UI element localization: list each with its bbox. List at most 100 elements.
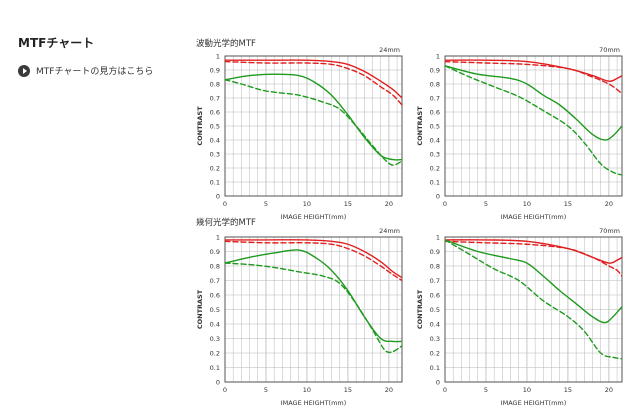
- y-tick-label: 0.2: [210, 350, 220, 358]
- y-tick-label: 0.1: [210, 364, 220, 372]
- y-tick-label: 0: [216, 379, 220, 387]
- y-tick-label: 0.5: [210, 306, 220, 314]
- y-tick-label: 0.5: [210, 123, 220, 131]
- mtf-howto-link-label: MTFチャートの見方はこちら: [36, 67, 154, 77]
- y-tick-label: 0.5: [430, 123, 440, 131]
- y-tick-label: 1: [216, 53, 220, 61]
- focal-length-label: 70mm: [599, 46, 620, 54]
- focal-length-label: 24mm: [379, 46, 400, 54]
- y-tick-label: 0.1: [430, 179, 440, 187]
- series-line-green-solid: [445, 239, 622, 324]
- x-axis-label: IMAGE HEIGHT(mm): [281, 213, 347, 221]
- x-axis-label: IMAGE HEIGHT(mm): [281, 399, 347, 407]
- x-tick-label: 15: [344, 200, 352, 208]
- x-axis-label: IMAGE HEIGHT(mm): [501, 399, 567, 407]
- y-tick-label: 0.3: [430, 151, 440, 159]
- page-title: MTFチャート: [18, 36, 95, 50]
- series-line-green-dashed: [445, 239, 622, 360]
- y-tick-label: 0.3: [210, 151, 220, 159]
- y-tick-label: 0.7: [210, 277, 220, 285]
- y-tick-label: 0.4: [210, 137, 220, 145]
- x-tick-label: 0: [223, 386, 227, 394]
- y-tick-label: 0.9: [210, 67, 220, 75]
- y-axis-label: CONTRAST: [196, 289, 204, 329]
- x-tick-label: 10: [303, 200, 311, 208]
- x-tick-label: 15: [564, 386, 572, 394]
- section-title-geometric-optical-mtf: 幾何光学的MTF: [196, 218, 256, 228]
- y-tick-label: 0.4: [430, 321, 440, 329]
- mtf-howto-link[interactable]: MTFチャートの見方はこちら: [18, 64, 153, 77]
- x-tick-label: 5: [264, 200, 268, 208]
- mtf-chart-geo-24mm: 00.10.20.30.40.50.60.70.80.910 5 10 15 20IMA…: [196, 227, 403, 407]
- y-tick-label: 0.6: [430, 292, 440, 300]
- focal-length-label: 70mm: [599, 227, 620, 235]
- y-tick-label: 1: [436, 53, 440, 61]
- series-line-green-dashed: [225, 262, 402, 354]
- y-tick-label: 0.9: [430, 67, 440, 75]
- series-line-red-solid: [225, 59, 402, 99]
- x-tick-label: 20: [605, 386, 613, 394]
- y-tick-label: 0.6: [430, 109, 440, 117]
- play-circle-icon: [18, 64, 30, 77]
- x-tick-label: 0: [443, 386, 447, 394]
- y-axis-label: CONTRAST: [416, 289, 424, 329]
- mtf-chart-wave-70mm: 00.10.20.30.40.50.60.70.80.910 5 10 15 20IMA…: [416, 46, 623, 221]
- series-line-green-dashed: [225, 79, 402, 166]
- x-tick-label: 5: [484, 200, 488, 208]
- y-axis-label: CONTRAST: [416, 106, 424, 146]
- y-axis-label: CONTRAST: [196, 106, 204, 146]
- y-tick-label: 1: [436, 234, 440, 242]
- plot-frame: [224, 236, 403, 383]
- x-tick-label: 15: [344, 386, 352, 394]
- y-tick-label: 0: [436, 379, 440, 387]
- y-tick-label: 0.2: [430, 165, 440, 173]
- plot-frame: [224, 55, 403, 197]
- series-line-green-solid: [225, 249, 402, 343]
- y-tick-label: 0.3: [430, 335, 440, 343]
- section-title-wave-optical-mtf: 波動光学的MTF: [196, 39, 256, 49]
- y-tick-label: 0.7: [430, 277, 440, 285]
- y-tick-label: 0.8: [210, 81, 220, 89]
- x-tick-label: 10: [523, 386, 531, 394]
- y-tick-label: 0.1: [430, 364, 440, 372]
- y-tick-label: 0.8: [430, 81, 440, 89]
- series-group: [225, 239, 402, 354]
- y-tick-label: 0.5: [430, 306, 440, 314]
- x-tick-label: 5: [484, 386, 488, 394]
- y-tick-label: 0.8: [430, 263, 440, 271]
- y-tick-label: 0.7: [430, 95, 440, 103]
- y-tick-label: 0.6: [210, 292, 220, 300]
- series-line-red-solid: [225, 239, 402, 279]
- x-tick-label: 15: [564, 200, 572, 208]
- y-tick-label: 0.2: [210, 165, 220, 173]
- series-line-green-solid: [225, 73, 402, 161]
- y-tick-label: 0.9: [210, 248, 220, 256]
- x-tick-label: 0: [443, 200, 447, 208]
- y-tick-label: 0.7: [210, 95, 220, 103]
- x-tick-label: 20: [385, 386, 393, 394]
- series-group: [445, 59, 622, 176]
- y-tick-label: 0.3: [210, 335, 220, 343]
- x-tick-label: 0: [223, 200, 227, 208]
- x-tick-label: 20: [385, 200, 393, 208]
- mtf-chart-wave-24mm: 00.10.20.30.40.50.60.70.80.910 5 10 15 20IMA…: [196, 46, 403, 221]
- series-group: [445, 239, 622, 360]
- series-line-red-dashed: [445, 60, 622, 95]
- mtf-chart-geo-70mm: 00.10.20.30.40.50.60.70.80.910 5 10 15 20IMA…: [416, 227, 623, 407]
- x-tick-label: 10: [303, 386, 311, 394]
- y-tick-label: 0.6: [210, 109, 220, 117]
- plot-frame: [444, 236, 623, 383]
- series-line-red-dashed: [225, 240, 402, 282]
- y-tick-label: 0.4: [210, 321, 220, 329]
- x-tick-label: 10: [523, 200, 531, 208]
- x-tick-label: 5: [264, 386, 268, 394]
- series-line-red-dashed: [445, 240, 622, 277]
- y-tick-label: 0.8: [210, 263, 220, 271]
- y-tick-label: 1: [216, 234, 220, 242]
- y-tick-label: 0.2: [430, 350, 440, 358]
- series-line-green-dashed: [445, 65, 622, 176]
- y-tick-label: 0.9: [430, 248, 440, 256]
- y-tick-label: 0.1: [210, 179, 220, 187]
- focal-length-label: 24mm: [379, 227, 400, 235]
- y-tick-label: 0.4: [430, 137, 440, 145]
